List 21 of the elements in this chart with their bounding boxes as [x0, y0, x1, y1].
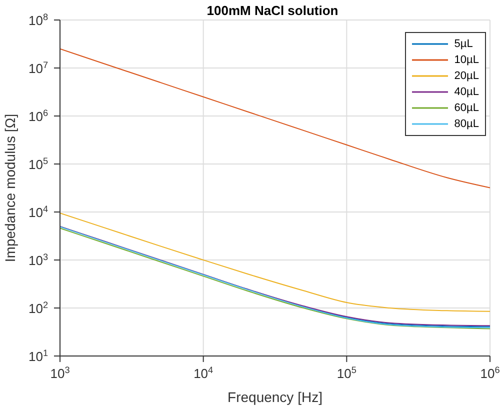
legend-label: 60µL: [454, 102, 479, 114]
x-tick-label: 10$^{5}$: [336, 365, 356, 381]
y-tick-label: 10$^{4}$: [28, 204, 48, 220]
y-tick-label: 10$^{5}$: [28, 156, 48, 172]
x-tick-label: 10$^{4}$: [194, 365, 214, 381]
legend-label: 20µL: [454, 70, 479, 82]
y-tick-label: 10$^{8}$: [28, 12, 48, 28]
y-tick-label: 10$^{2}$: [28, 300, 48, 316]
legend-label: 40µL: [454, 86, 479, 98]
x-tick-label: 10$^{6}$: [480, 365, 500, 381]
y-tick-label: 10$^{1}$: [28, 348, 48, 364]
x-axis-title: Frequency [Hz]: [228, 389, 322, 405]
y-tick-label: 10$^{7}$: [28, 60, 48, 76]
y-tick-label: 10$^{6}$: [28, 108, 48, 124]
legend-label: 10µL: [454, 54, 479, 66]
chart-title: 100mM NaCl solution: [206, 3, 340, 18]
y-axis-title: Impedance modulus [Ω]: [2, 114, 18, 262]
y-tick-label: 10$^{3}$: [28, 252, 48, 268]
legend-label: 80µL: [454, 118, 479, 130]
x-tick-label: 10$^{3}$: [50, 365, 70, 381]
legend-label: 5µL: [454, 38, 473, 50]
